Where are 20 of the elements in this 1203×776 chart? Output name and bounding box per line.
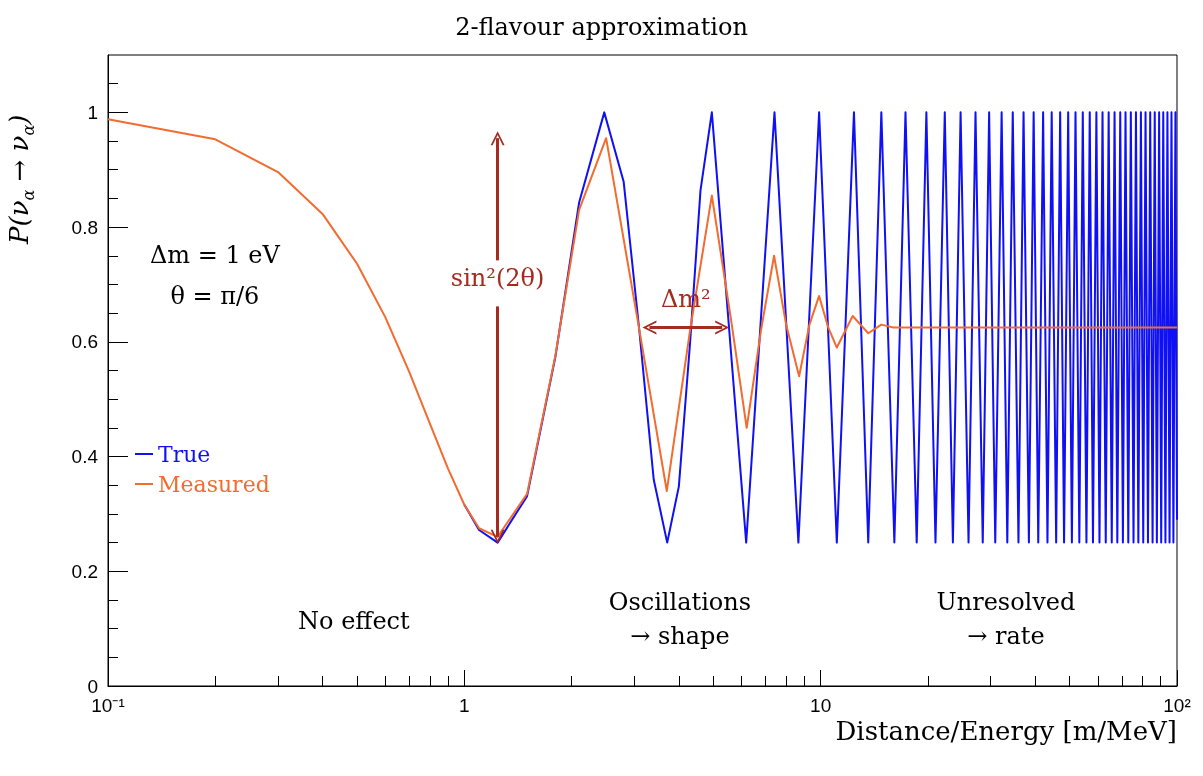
x-tick-label: 1 bbox=[459, 695, 470, 716]
legend-label: True bbox=[158, 441, 211, 467]
x-tick-label: 10² bbox=[1163, 695, 1191, 716]
annotation: θ = π/6 bbox=[170, 282, 260, 311]
y-tick-label: 0 bbox=[87, 675, 98, 697]
y-tick-label: 0.2 bbox=[71, 560, 98, 582]
y-tick-label: 0.4 bbox=[71, 446, 99, 468]
annotation: sin²(2θ) bbox=[450, 264, 545, 293]
annotation: Δm = 1 eV bbox=[149, 240, 281, 269]
x-tick-label: 10⁻¹ bbox=[91, 695, 125, 716]
chart-title: 2-flavour approximation bbox=[455, 13, 748, 41]
y-tick-label: 0.8 bbox=[71, 216, 98, 238]
y-tick-label: 1 bbox=[87, 101, 98, 123]
x-tick-label: 10 bbox=[810, 695, 832, 716]
annotation: Unresolved → rate bbox=[936, 588, 1076, 651]
x-axis-title: Distance/Energy [m/MeV] bbox=[835, 716, 1177, 746]
y-tick-label: 0.6 bbox=[71, 331, 98, 353]
legend-label: Measured bbox=[158, 471, 270, 497]
annotation: No effect bbox=[298, 606, 411, 635]
annotation: Oscillations → shape bbox=[608, 588, 752, 651]
